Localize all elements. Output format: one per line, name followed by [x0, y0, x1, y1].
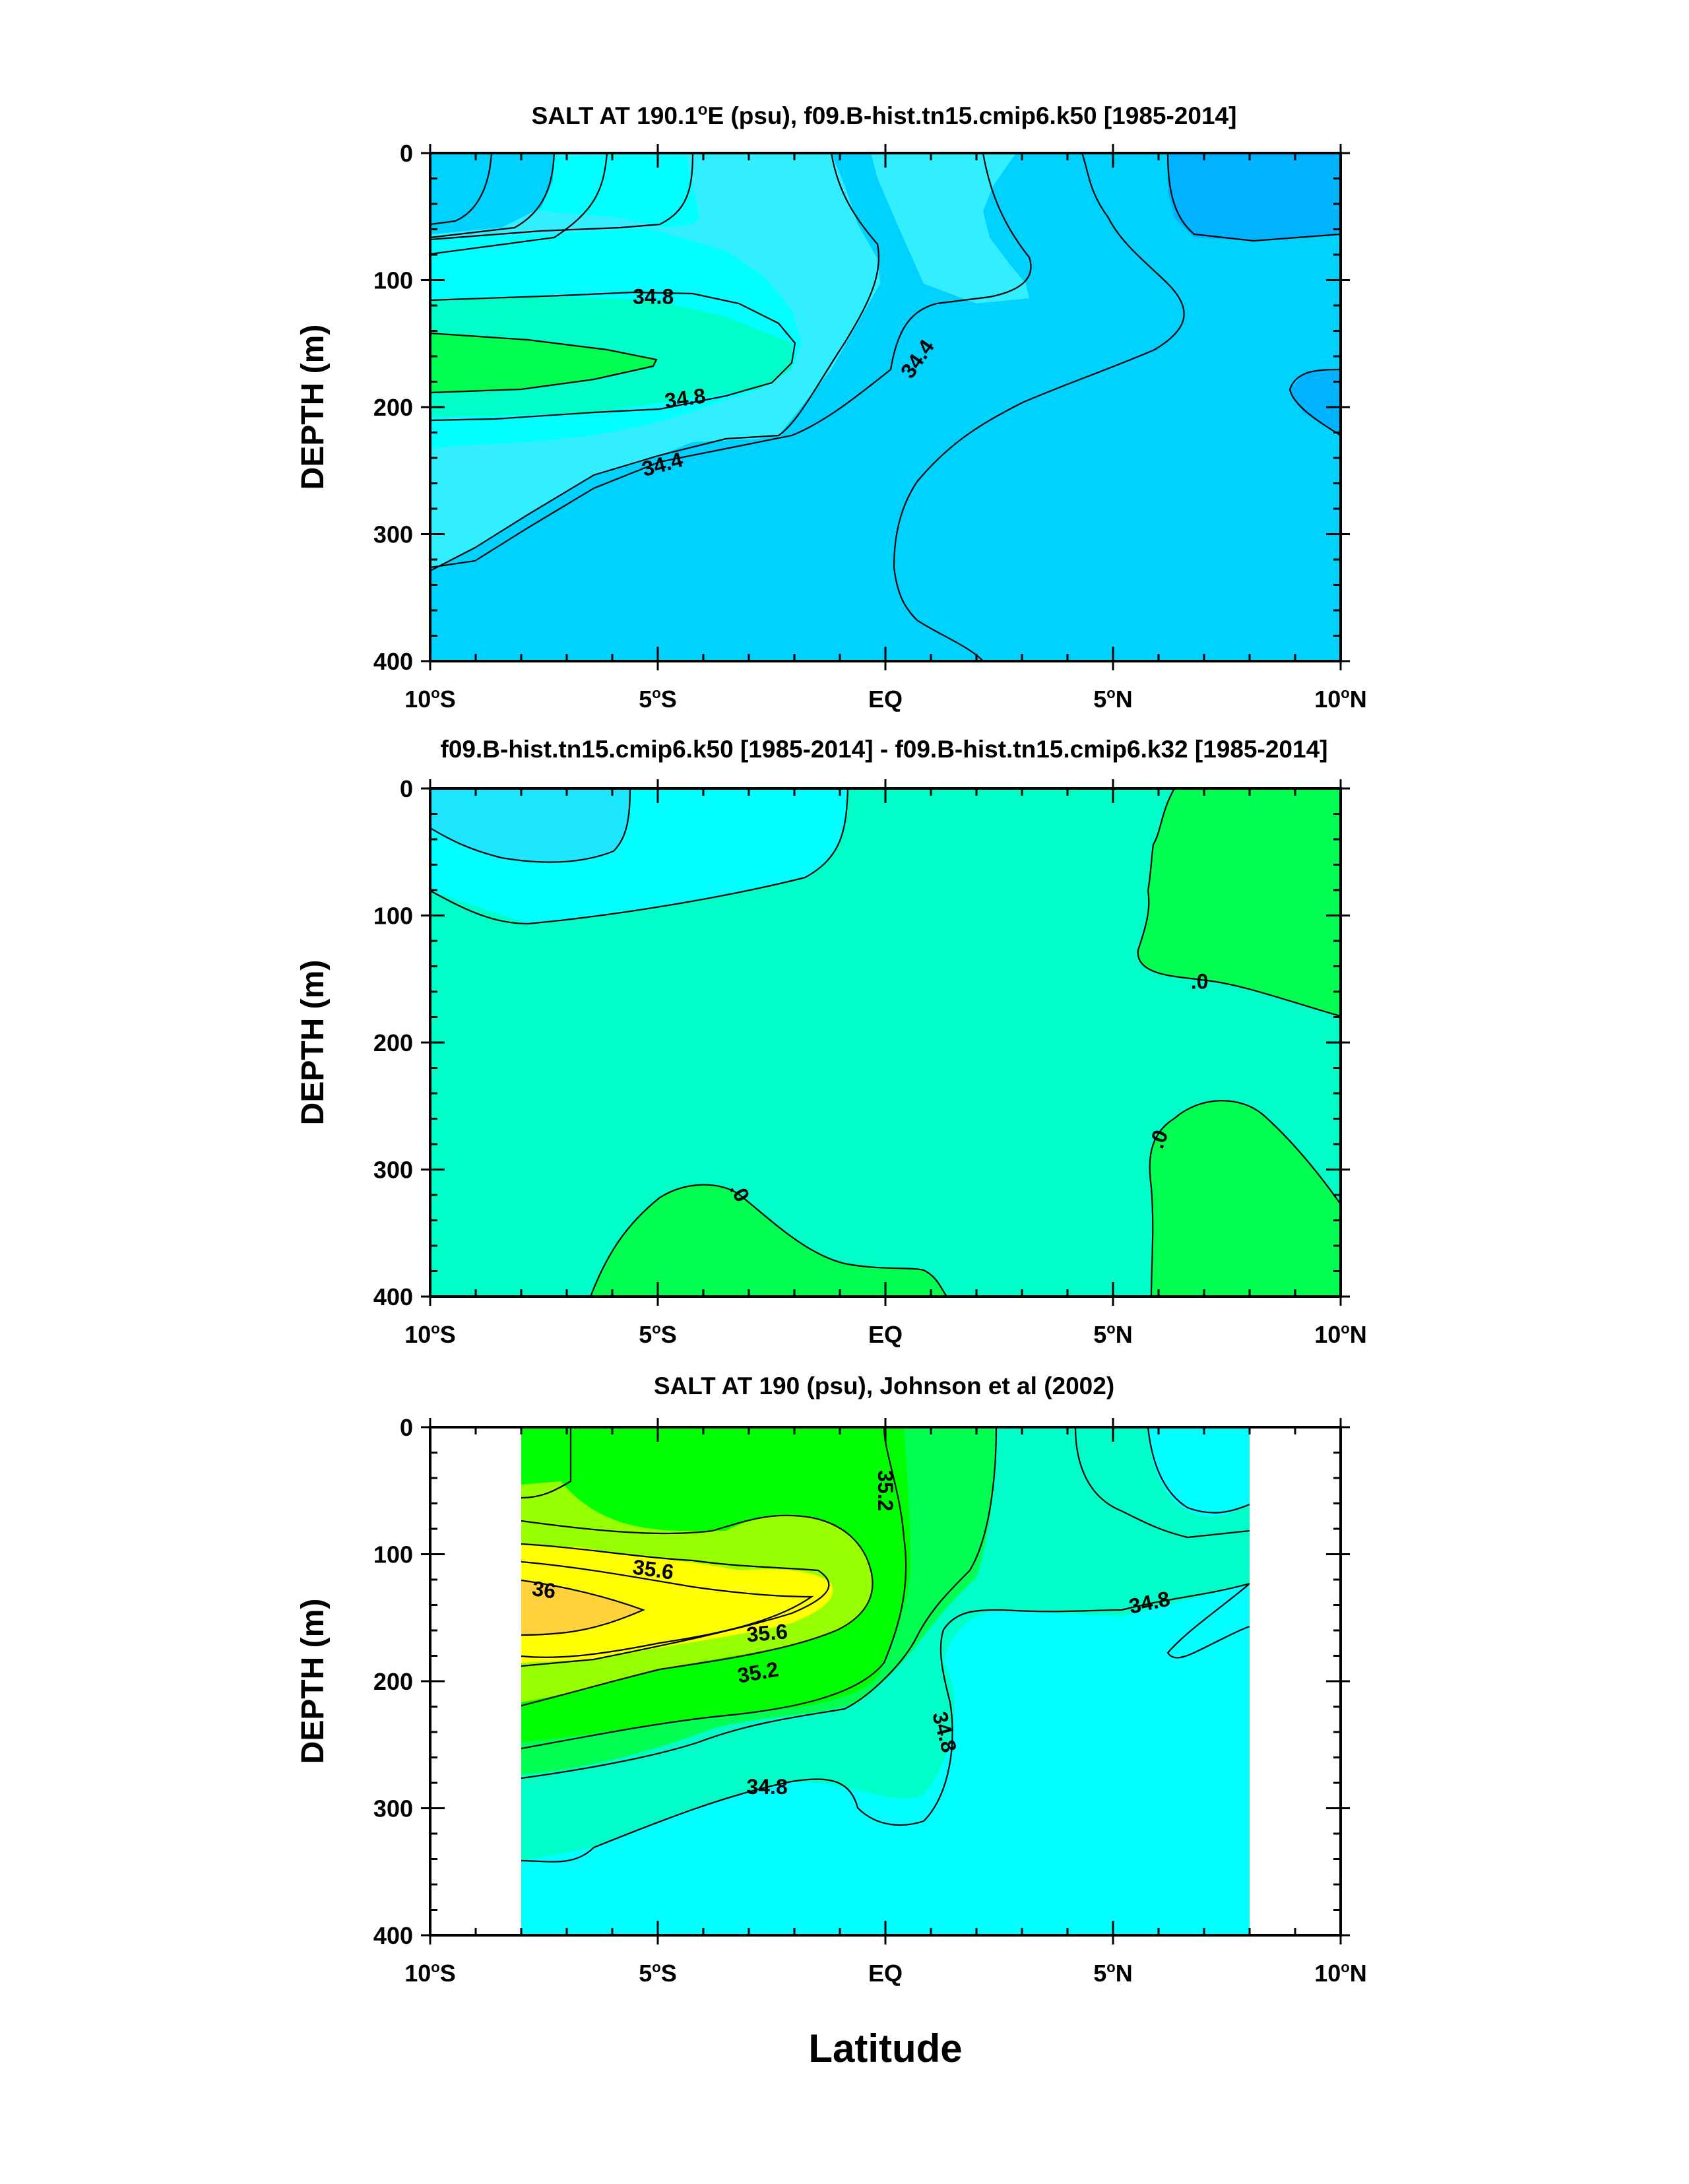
contour-line	[521, 1427, 907, 1750]
y-tick-label: 300	[373, 1157, 413, 1184]
contour-line	[1289, 368, 1341, 436]
panel-1: SALT AT 190.1oE (psu), f09.B-hist.tn15.c…	[296, 101, 1367, 713]
contour-line	[521, 1543, 830, 1667]
panel-3-ylabel: DEPTH (m)	[296, 1599, 331, 1764]
contour-line	[589, 1184, 947, 1297]
panel-2: f09.B-hist.tn15.cmip6.k50 [1985-2014] - …	[296, 736, 1367, 1348]
y-tick-label: 100	[373, 903, 413, 930]
x-tick-label: 5oN	[1093, 1959, 1132, 1987]
contour-line	[521, 1427, 998, 1780]
y-tick-label: 0	[400, 775, 413, 802]
x-tick-label: 5oN	[1093, 685, 1132, 713]
panel-1-contours	[430, 153, 1341, 661]
y-tick-label: 400	[373, 1283, 413, 1310]
x-tick-label: EQ	[868, 686, 903, 713]
contour-line	[521, 1514, 874, 1707]
panel-2-ylabel: DEPTH (m)	[296, 960, 331, 1126]
contour-line	[430, 153, 694, 241]
contour-line	[430, 788, 631, 863]
contour-line	[430, 332, 658, 394]
y-tick-label: 100	[373, 1541, 413, 1568]
x-tick-label: 10oS	[404, 1959, 456, 1987]
panel-2-fills	[430, 788, 1341, 1297]
contour-line	[893, 153, 1185, 661]
fill-34.6-patch	[1148, 1427, 1250, 1517]
contour-label: 34.8	[746, 1775, 787, 1799]
contour-line	[1137, 788, 1341, 1017]
contour-line	[1149, 1100, 1341, 1297]
x-tick-label: 5oS	[639, 1320, 677, 1348]
fill-34.6-patch-2	[1168, 1584, 1250, 1659]
y-tick-label: 100	[373, 267, 413, 294]
fill-34.2-patch	[1290, 369, 1341, 435]
contour-label: 35.2	[874, 1470, 897, 1511]
x-tick-label: 10oS	[404, 1320, 456, 1348]
fill-pos-bottom-left	[590, 1184, 947, 1297]
panel-2-contours	[430, 788, 1341, 1297]
x-tick-label: 10oS	[404, 685, 456, 713]
panel-1-fills	[430, 153, 1341, 661]
panel-2-axes: 0 100 200 300 400 10oS 5oS EQ 5oN 10oN	[373, 775, 1367, 1348]
contour-line	[1074, 1427, 1250, 1539]
y-tick-label: 200	[373, 1029, 413, 1056]
x-tick-label: 5oS	[639, 685, 677, 713]
x-tick-label: EQ	[868, 1321, 903, 1348]
panel-3: SALT AT 190 (psu), Johnson et al (2002)	[296, 1372, 1367, 1987]
y-tick-label: 0	[400, 1414, 413, 1441]
contour-line	[521, 1427, 572, 1499]
x-tick-label: 10oN	[1314, 1320, 1367, 1348]
contour-label: 34.8	[633, 285, 674, 309]
contour-line	[521, 1579, 645, 1636]
fill-34.4-top	[430, 153, 554, 234]
panel-1-ylabel: DEPTH (m)	[296, 325, 331, 490]
panel-1-axes: 0 100 200 300 400 10oS 5oS EQ 5oN 10oN	[373, 140, 1367, 713]
contour-line	[430, 291, 796, 422]
fill-pos-bottom-right	[1149, 1101, 1341, 1297]
contour-line	[430, 153, 1032, 569]
panel-2-title: f09.B-hist.tn15.cmip6.k50 [1985-2014] - …	[441, 736, 1328, 763]
contour-line	[1166, 153, 1341, 242]
fill-34.2-right	[1168, 153, 1341, 241]
contour-line	[521, 1560, 814, 1658]
x-tick-label: 10oN	[1314, 685, 1367, 713]
contour-label: 36	[530, 1576, 557, 1603]
panel-3-fills	[521, 1427, 1250, 1935]
contour-label: 34.8	[663, 383, 707, 412]
panel-3-axes: 0 100 200 300 400 10oS 5oS EQ 5oN 10oN	[373, 1414, 1367, 1987]
contour-line	[1147, 1427, 1250, 1514]
fill-neg	[430, 788, 630, 862]
contour-line	[430, 153, 493, 226]
contour-line	[1166, 1583, 1250, 1659]
y-tick-label: 200	[373, 394, 413, 421]
panel-1-title: SALT AT 190.1oE (psu), f09.B-hist.tn15.c…	[532, 101, 1237, 129]
contour-line	[521, 1582, 1250, 1863]
y-tick-label: 300	[373, 1795, 413, 1822]
y-tick-label: 200	[373, 1668, 413, 1695]
x-tick-label: 5oS	[639, 1959, 677, 1987]
fill-35.6	[521, 1544, 833, 1663]
contour-line	[430, 153, 608, 255]
y-tick-label: 0	[400, 140, 413, 167]
contour-label: 35.6	[631, 1555, 676, 1584]
x-axis-title: Latitude	[808, 2026, 962, 2071]
x-tick-label: 10oN	[1314, 1959, 1367, 1987]
contour-line	[430, 153, 556, 239]
contour-line	[430, 788, 849, 925]
contour-label: .0	[1191, 970, 1209, 994]
contour-line	[430, 153, 880, 571]
fill-pos-top-right	[1137, 788, 1341, 1016]
y-tick-label: 400	[373, 1922, 413, 1949]
panel-3-title: SALT AT 190 (psu), Johnson et al (2002)	[654, 1372, 1114, 1399]
panel-3-contours	[521, 1427, 1250, 1863]
x-tick-label: EQ	[868, 1960, 903, 1987]
x-tick-label: 5oN	[1093, 1320, 1132, 1348]
y-tick-label: 400	[373, 648, 413, 675]
contour-label: 35.6	[746, 1619, 788, 1646]
y-tick-label: 300	[373, 521, 413, 548]
